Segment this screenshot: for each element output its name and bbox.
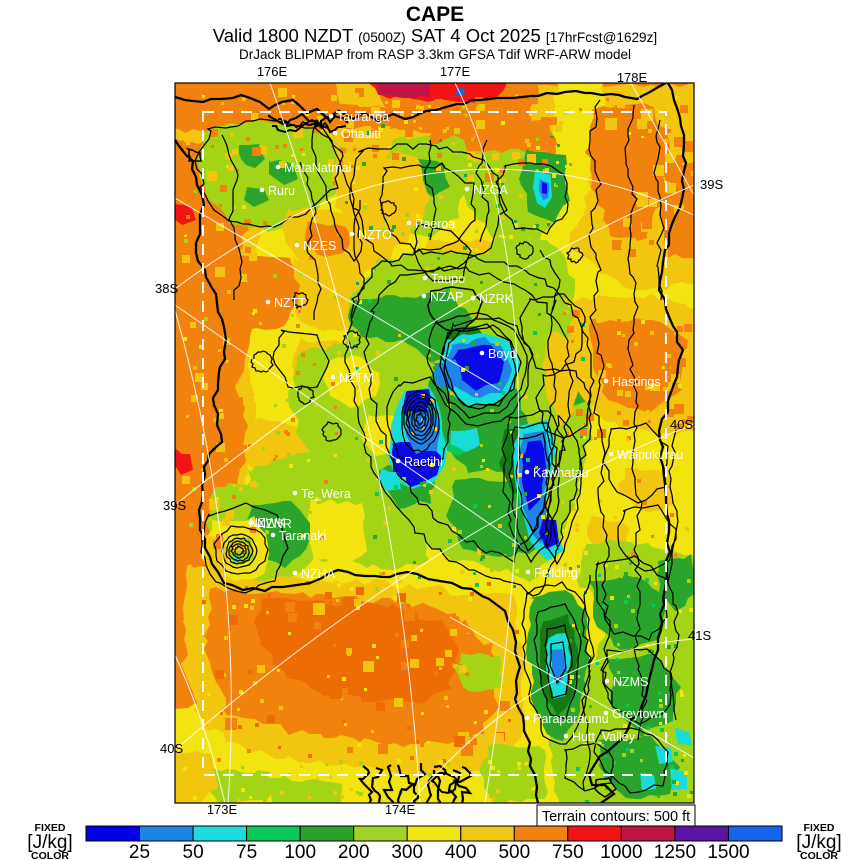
svg-text:NZNR: NZNR: [257, 517, 292, 531]
svg-text:1250: 1250: [654, 842, 696, 860]
svg-text:39S: 39S: [163, 498, 186, 513]
svg-text:1500: 1500: [707, 842, 749, 860]
svg-text:400: 400: [445, 842, 477, 860]
svg-text:NZRK: NZRK: [479, 292, 514, 306]
svg-text:Terrain contours: 500 ft: Terrain contours: 500 ft: [542, 809, 690, 825]
svg-text:41S: 41S: [688, 628, 711, 643]
svg-text:Boyd: Boyd: [488, 347, 517, 361]
svg-text:38S: 38S: [155, 281, 178, 296]
svg-text:174E: 174E: [385, 802, 416, 817]
svg-text:75: 75: [236, 842, 257, 860]
svg-text:NZAP: NZAP: [430, 290, 463, 304]
svg-text:177E: 177E: [440, 64, 471, 79]
svg-text:176E: 176E: [257, 64, 288, 79]
svg-text:100: 100: [284, 842, 316, 860]
svg-text:NZES: NZES: [303, 239, 336, 253]
svg-text:Ohauiti: Ohauiti: [341, 127, 381, 141]
svg-text:Hastings: Hastings: [612, 375, 661, 389]
svg-text:Taranaki: Taranaki: [279, 529, 326, 543]
svg-text:NZTO: NZTO: [358, 228, 392, 242]
svg-text:Greytown: Greytown: [612, 707, 666, 721]
svg-text:Raetihi: Raetihi: [404, 455, 443, 469]
svg-text:NZMS: NZMS: [613, 675, 648, 689]
svg-text:1000: 1000: [600, 842, 642, 860]
svg-text:NZHA: NZHA: [301, 567, 336, 581]
svg-text:Paeroa: Paeroa: [415, 217, 455, 231]
svg-text:NZWK: NZWK: [249, 516, 286, 530]
svg-text:Taupo: Taupo: [431, 272, 465, 286]
svg-text:COLOR: COLOR: [31, 850, 69, 860]
svg-text:500: 500: [498, 842, 530, 860]
svg-text:COLOR: COLOR: [800, 850, 838, 860]
svg-text:NZGA: NZGA: [473, 183, 508, 197]
svg-text:CAPE: CAPE: [406, 3, 464, 26]
svg-text:Kawhatau: Kawhatau: [533, 466, 589, 480]
svg-text:Waipukurau: Waipukurau: [617, 448, 683, 462]
svg-text:DrJack BLIPMAP from RASP 3.3km: DrJack BLIPMAP from RASP 3.3km GFSA Tdif…: [239, 47, 631, 62]
svg-text:25: 25: [129, 842, 150, 860]
svg-text:50: 50: [183, 842, 204, 860]
svg-text:MataNatmai: MataNatmai: [284, 161, 351, 175]
svg-text:39S: 39S: [700, 177, 723, 192]
svg-text:[J/kg]: [J/kg]: [27, 832, 72, 853]
svg-text:[J/kg]: [J/kg]: [796, 832, 841, 853]
svg-text:FIXED: FIXED: [804, 822, 835, 834]
svg-text:FIXED: FIXED: [35, 822, 66, 834]
svg-text:40S: 40S: [670, 417, 693, 432]
svg-text:Paraparaumu: Paraparaumu: [533, 712, 609, 726]
svg-text:NZTM: NZTM: [339, 371, 374, 385]
svg-text:Hutt_Valley: Hutt_Valley: [572, 730, 636, 744]
svg-text:NZTT: NZTT: [274, 296, 306, 310]
svg-text:Te_Wera: Te_Wera: [301, 487, 351, 501]
svg-text:Tauranga: Tauranga: [337, 110, 389, 124]
svg-text:200: 200: [338, 842, 370, 860]
svg-text:Valid 1800 NZDT (0500Z) SAT 4: Valid 1800 NZDT (0500Z) SAT 4 Oct 2025 […: [213, 25, 657, 46]
svg-text:40S: 40S: [160, 741, 183, 756]
svg-text:300: 300: [391, 842, 423, 860]
svg-text:Ruru: Ruru: [268, 184, 295, 198]
svg-text:178E: 178E: [617, 70, 648, 85]
svg-text:Feilding: Feilding: [534, 566, 578, 580]
svg-text:750: 750: [552, 842, 584, 860]
svg-text:173E: 173E: [207, 802, 238, 817]
